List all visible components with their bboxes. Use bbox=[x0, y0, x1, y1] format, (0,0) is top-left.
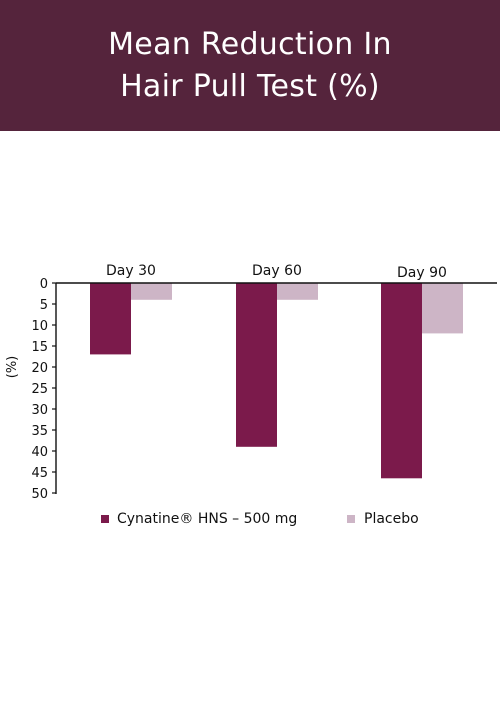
y-tick-label: 20 bbox=[31, 361, 48, 376]
legend-swatch bbox=[101, 515, 109, 523]
bar-chart: 0 5 10 15 20 25 30 35 40 45 50 (%) Day 30 Day 60 Day 9… bbox=[5, 263, 497, 527]
y-tick-label: 50 bbox=[31, 487, 48, 502]
chart-title-line-2: Hair Pull Test (%) bbox=[120, 68, 380, 104]
title-banner: Mean Reduction In Hair Pull Test (%) bbox=[0, 0, 500, 131]
category-label: Day 30 bbox=[106, 263, 156, 279]
bar-day-60-series-1 bbox=[236, 283, 277, 447]
chart-area: 0 5 10 15 20 25 30 35 40 45 50 (%) Day 30 Day 60 Day 9… bbox=[0, 131, 500, 700]
bar-day-90-series-2 bbox=[422, 283, 463, 334]
y-tick-label: 0 bbox=[40, 277, 48, 292]
y-tick-label: 30 bbox=[31, 403, 48, 418]
legend-label: Cynatine® HNS – 500 mg bbox=[117, 511, 297, 527]
y-tick-label: 25 bbox=[31, 382, 48, 397]
y-tick-label: 5 bbox=[40, 298, 48, 313]
category-label: Day 90 bbox=[397, 265, 447, 281]
legend-swatch bbox=[347, 515, 355, 523]
y-axis-label: (%) bbox=[5, 356, 20, 379]
y-tick-label: 45 bbox=[31, 466, 48, 481]
legend-label: Placebo bbox=[364, 511, 419, 527]
bar-day-30-series-2 bbox=[131, 283, 172, 300]
y-tick-label: 40 bbox=[31, 445, 48, 460]
chart-title-line-1: Mean Reduction In bbox=[108, 26, 392, 62]
category-label: Day 60 bbox=[252, 263, 302, 279]
bar-day-60-series-2 bbox=[277, 283, 318, 300]
y-tick-label: 15 bbox=[31, 340, 48, 355]
bar-day-90-series-1 bbox=[381, 283, 422, 479]
bar-day-30-series-1 bbox=[90, 283, 131, 355]
y-tick-label: 10 bbox=[31, 319, 48, 334]
y-tick-label: 35 bbox=[31, 424, 48, 439]
